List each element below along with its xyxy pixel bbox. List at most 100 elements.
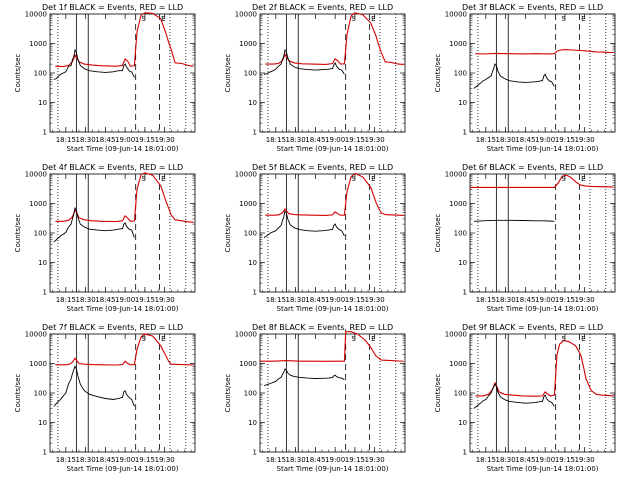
x-tick-label: 19:30 <box>365 296 385 304</box>
x-tick-label: 19:00 <box>115 456 135 464</box>
series-line-events <box>263 368 345 386</box>
series-line-events <box>53 365 135 407</box>
x-tick-label: 19:30 <box>155 296 175 304</box>
y-tick-label: 1000 <box>449 40 467 48</box>
y-tick-label: 10000 <box>25 331 47 339</box>
y-tick-label: 10 <box>248 99 257 107</box>
y-tick-label: 10 <box>458 259 467 267</box>
x-tick-label: 19:00 <box>325 296 345 304</box>
y-tick-label: 100 <box>34 230 47 238</box>
x-axis-label: Start Time (09-Jun-14 18:01:00) <box>487 145 599 153</box>
y-tick-label: 10 <box>248 419 257 427</box>
plot-frame <box>259 13 406 133</box>
marker-E: E <box>581 335 585 343</box>
y-tick-label: 1 <box>253 449 257 457</box>
x-tick-label: 18:45 <box>305 296 325 304</box>
y-tick-label: 1000 <box>29 360 47 368</box>
chart-title: Det 8f BLACK = Events, RED = LLD <box>252 323 393 332</box>
x-tick-label: 18:30 <box>495 456 515 464</box>
x-axis-label: Start Time (09-Jun-14 18:01:00) <box>67 465 179 473</box>
x-tick-label: 18:30 <box>285 296 305 304</box>
series-line-lld <box>475 49 614 55</box>
chart-title: Det 1f BLACK = Events, RED = LLD <box>42 3 183 12</box>
x-tick-label: 19:30 <box>365 456 385 464</box>
x-tick-label: 18:15 <box>56 456 76 464</box>
chart-panel: Det 4f BLACK = Events, RED = LLD 1 10 100 10… <box>14 163 196 313</box>
x-tick-label: 19:00 <box>115 296 135 304</box>
x-tick-label: 18:15 <box>476 296 496 304</box>
marker-S: S <box>351 175 356 183</box>
y-tick-label: 1000 <box>29 200 47 208</box>
x-tick-label: 18:30 <box>75 296 95 304</box>
y-tick-label: 1000 <box>29 40 47 48</box>
chart-panel: Det 8f BLACK = Events, RED = LLD 1 10 100 10… <box>224 323 406 473</box>
x-tick-label: 18:30 <box>495 296 515 304</box>
y-tick-label: 10000 <box>25 11 47 19</box>
y-tick-label: 1 <box>463 449 467 457</box>
x-tick-label: 19:15 <box>555 456 575 464</box>
y-tick-label: 1000 <box>239 40 257 48</box>
marker-E: E <box>581 175 585 183</box>
x-tick-label: 18:45 <box>515 296 535 304</box>
chart-title: Det 6f BLACK = Events, RED = LLD <box>462 163 603 172</box>
y-tick-label: 1 <box>463 129 467 137</box>
y-axis-label: Counts/sec <box>434 214 442 253</box>
y-tick-label: 10 <box>38 99 47 107</box>
series-line-lld <box>265 12 404 65</box>
x-tick-label: 18:15 <box>266 296 286 304</box>
marker-S: S <box>141 335 146 343</box>
plot-frame <box>259 173 406 293</box>
y-axis-label: Counts/sec <box>224 54 232 93</box>
marker-S: S <box>351 335 356 343</box>
x-axis-label: Start Time (09-Jun-14 18:01:00) <box>487 305 599 313</box>
chart-title: Det 5f BLACK = Events, RED = LLD <box>252 163 393 172</box>
y-axis-label: Counts/sec <box>434 54 442 93</box>
x-tick-label: 18:45 <box>305 136 325 144</box>
y-tick-label: 1 <box>253 289 257 297</box>
marker-S: S <box>141 15 146 23</box>
marker-E: E <box>371 335 375 343</box>
y-tick-label: 1000 <box>239 200 257 208</box>
series-line-lld <box>260 331 404 362</box>
chart-panel: Det 6f BLACK = Events, RED = LLD 1 10 100 10… <box>434 163 616 313</box>
x-axis-label: Start Time (09-Jun-14 18:01:00) <box>67 305 179 313</box>
plot-frame <box>259 333 406 453</box>
y-tick-label: 100 <box>34 70 47 78</box>
y-tick-label: 10000 <box>235 11 257 19</box>
y-tick-label: 1 <box>43 289 47 297</box>
x-tick-label: 19:30 <box>155 456 175 464</box>
y-tick-label: 100 <box>454 70 467 78</box>
y-tick-label: 10 <box>458 419 467 427</box>
y-tick-label: 10000 <box>235 331 257 339</box>
marker-S: S <box>561 175 566 183</box>
marker-S: S <box>561 335 566 343</box>
y-tick-label: 10000 <box>445 11 467 19</box>
series-line-events <box>263 48 345 75</box>
y-tick-label: 10000 <box>445 331 467 339</box>
x-tick-label: 19:15 <box>345 296 365 304</box>
y-tick-label: 10 <box>248 259 257 267</box>
x-tick-label: 18:15 <box>476 136 496 144</box>
x-tick-label: 18:30 <box>285 136 305 144</box>
x-tick-label: 19:15 <box>135 296 155 304</box>
marker-E: E <box>161 175 165 183</box>
series-line-events <box>473 63 555 89</box>
y-tick-label: 10 <box>458 99 467 107</box>
y-axis-label: Counts/sec <box>14 374 22 413</box>
x-tick-label: 18:15 <box>476 456 496 464</box>
y-tick-label: 1 <box>43 129 47 137</box>
y-tick-label: 10 <box>38 259 47 267</box>
y-tick-label: 1000 <box>449 200 467 208</box>
x-tick-label: 18:45 <box>305 456 325 464</box>
chart-panel: Det 1f BLACK = Events, RED = LLD 1 10 100 10… <box>14 3 196 153</box>
y-tick-label: 1 <box>43 449 47 457</box>
y-axis-label: Counts/sec <box>224 374 232 413</box>
x-tick-label: 19:15 <box>135 456 155 464</box>
series-line-lld <box>475 339 614 397</box>
y-tick-label: 10000 <box>25 171 47 179</box>
x-tick-label: 19:15 <box>345 136 365 144</box>
x-tick-label: 18:15 <box>56 136 76 144</box>
y-tick-label: 100 <box>454 230 467 238</box>
x-axis-label: Start Time (09-Jun-14 18:01:00) <box>277 305 389 313</box>
x-tick-label: 19:30 <box>575 136 595 144</box>
